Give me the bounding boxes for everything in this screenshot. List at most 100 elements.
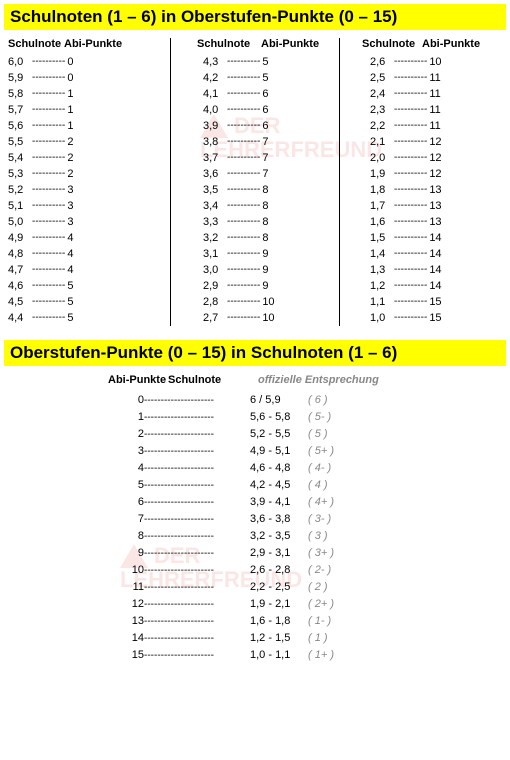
schulnote-range: 5,2 - 5,5 (250, 426, 308, 443)
table-row: 1,6----------13 (370, 214, 502, 230)
dash-separator: --------------------- (144, 511, 250, 528)
abi-value: 14 (429, 262, 449, 278)
dash-separator: ---------- (225, 310, 262, 326)
table-row: 5,6----------1 (8, 118, 164, 134)
schulnote-range: 1,6 - 1,8 (250, 613, 308, 630)
schulnote-range: 4,9 - 5,1 (250, 443, 308, 460)
table-row: 3,2----------8 (203, 230, 333, 246)
abi-value: 14 (429, 230, 449, 246)
abi-value: 10 (262, 294, 282, 310)
schulnote-value: 5,2 (8, 182, 30, 198)
dash-separator: ---------- (30, 70, 67, 86)
dash-separator: ---------- (225, 118, 262, 134)
dash-separator: ---------- (225, 262, 262, 278)
table-row: 4---------------------4,6 - 4,8( 4- ) (8, 460, 502, 477)
table-row: 4,9----------4 (8, 230, 164, 246)
table-row: 3,1----------9 (203, 246, 333, 262)
table-row: 2,3----------11 (370, 102, 502, 118)
abi-value: 5 (67, 310, 87, 326)
official-grade: ( 5 ) (308, 426, 328, 443)
schulnote-value: 2,1 (370, 134, 392, 150)
abi-value: 13 (429, 214, 449, 230)
abi-value: 7 (262, 166, 282, 182)
schulnote-value: 1,7 (370, 198, 392, 214)
schulnote-value: 2,2 (370, 118, 392, 134)
dash-separator: ---------- (392, 230, 429, 246)
abi-value: 4 (67, 246, 87, 262)
schulnote-value: 3,2 (203, 230, 225, 246)
table-row: 5,3----------2 (8, 166, 164, 182)
dash-separator: ---------- (30, 310, 67, 326)
table-row: 2---------------------5,2 - 5,5( 5 ) (8, 426, 502, 443)
abi-value: 8 (262, 214, 282, 230)
title-2: Oberstufen-Punkte (0 – 15) in Schulnoten… (4, 340, 506, 366)
column-3: Schulnote Abi-Punkte 2,6----------102,5-… (340, 38, 508, 326)
schulnote-value: 2,8 (203, 294, 225, 310)
schulnote-value: 4,7 (8, 262, 30, 278)
table-row: 1,8----------13 (370, 182, 502, 198)
table-row: 2,0----------12 (370, 150, 502, 166)
official-grade: ( 3+ ) (308, 545, 334, 562)
official-grade: ( 4- ) (308, 460, 331, 477)
abi-value: 10 (429, 54, 449, 70)
abi-value: 9 (262, 262, 282, 278)
header-abi: Abi-Punkte (418, 38, 480, 50)
schulnote-value: 1,4 (370, 246, 392, 262)
dash-separator: ---------- (225, 86, 262, 102)
dash-separator: ---------- (225, 150, 262, 166)
schulnote-value: 5,6 (8, 118, 30, 134)
official-grade: ( 5- ) (308, 409, 331, 426)
abi-value: 4 (67, 262, 87, 278)
schulnote-range: 2,9 - 3,1 (250, 545, 308, 562)
abi-value: 6 (128, 494, 144, 511)
header-abi: Abi-Punkte (64, 38, 122, 50)
schulnote-value: 1,8 (370, 182, 392, 198)
schulnote-value: 1,6 (370, 214, 392, 230)
abi-value: 12 (429, 166, 449, 182)
table-row: 2,2----------11 (370, 118, 502, 134)
schulnote-range: 1,0 - 1,1 (250, 647, 308, 664)
table-row: 15---------------------1,0 - 1,1( 1+ ) (8, 647, 502, 664)
table-row: 2,5----------11 (370, 70, 502, 86)
abi-value: 12 (429, 134, 449, 150)
table-row: 3---------------------4,9 - 5,1( 5+ ) (8, 443, 502, 460)
table-row: 3,0----------9 (203, 262, 333, 278)
schulnote-value: 4,6 (8, 278, 30, 294)
schulnote-value: 4,5 (8, 294, 30, 310)
dash-separator: --------------------- (144, 426, 250, 443)
dash-separator: --------------------- (144, 579, 250, 596)
abi-value: 13 (429, 182, 449, 198)
schulnote-value: 3,3 (203, 214, 225, 230)
table-row: 8---------------------3,2 - 3,5( 3 ) (8, 528, 502, 545)
schulnote-value: 4,8 (8, 246, 30, 262)
header-schulnote: Schulnote (197, 38, 253, 50)
official-grade: ( 2- ) (308, 562, 331, 579)
dash-separator: ---------- (30, 262, 67, 278)
official-grade: ( 4 ) (308, 477, 328, 494)
table-row: 6---------------------3,9 - 4,1( 4+ ) (8, 494, 502, 511)
abi-value: 0 (67, 70, 87, 86)
table-row: 2,7----------10 (203, 310, 333, 326)
official-grade: ( 3 ) (308, 528, 328, 545)
column-2: Schulnote Abi-Punkte 4,3----------54,2--… (170, 38, 340, 326)
table-row: 5---------------------4,2 - 4,5( 4 ) (8, 477, 502, 494)
table-row: 14---------------------1,2 - 1,5( 1 ) (8, 630, 502, 647)
table-row: 1,5----------14 (370, 230, 502, 246)
schulnote-value: 2,3 (370, 102, 392, 118)
official-grade: ( 2+ ) (308, 596, 334, 613)
dash-separator: ---------- (392, 54, 429, 70)
abi-value: 3 (67, 182, 87, 198)
dash-separator: ---------- (392, 246, 429, 262)
schulnote-value: 2,9 (203, 278, 225, 294)
abi-value: 15 (128, 647, 144, 664)
table-row: 3,7----------7 (203, 150, 333, 166)
dash-separator: --------------------- (144, 443, 250, 460)
table-row: 10---------------------2,6 - 2,8( 2- ) (8, 562, 502, 579)
table-row: 5,8----------1 (8, 86, 164, 102)
dash-separator: --------------------- (144, 630, 250, 647)
abi-value: 1 (67, 102, 87, 118)
schulnote-value: 6,0 (8, 54, 30, 70)
table-row: 3,8----------7 (203, 134, 333, 150)
dash-separator: ---------- (30, 182, 67, 198)
header-schulnote: Schulnote (118, 374, 218, 386)
